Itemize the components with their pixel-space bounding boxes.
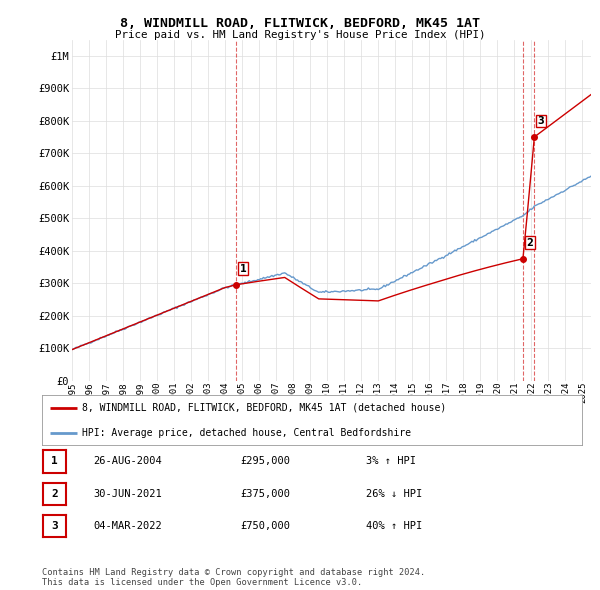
Text: 3% ↑ HPI: 3% ↑ HPI xyxy=(366,457,416,466)
Text: £375,000: £375,000 xyxy=(240,489,290,499)
Text: Price paid vs. HM Land Registry's House Price Index (HPI): Price paid vs. HM Land Registry's House … xyxy=(115,30,485,40)
Text: 2: 2 xyxy=(51,489,58,499)
Text: 04-MAR-2022: 04-MAR-2022 xyxy=(93,522,162,531)
Text: £750,000: £750,000 xyxy=(240,522,290,531)
Text: Contains HM Land Registry data © Crown copyright and database right 2024.
This d: Contains HM Land Registry data © Crown c… xyxy=(42,568,425,587)
Text: 26% ↓ HPI: 26% ↓ HPI xyxy=(366,489,422,499)
Text: 3: 3 xyxy=(538,116,544,126)
Text: 8, WINDMILL ROAD, FLITWICK, BEDFORD, MK45 1AT: 8, WINDMILL ROAD, FLITWICK, BEDFORD, MK4… xyxy=(120,17,480,30)
Text: 1: 1 xyxy=(239,264,247,274)
Text: HPI: Average price, detached house, Central Bedfordshire: HPI: Average price, detached house, Cent… xyxy=(83,428,412,438)
Text: 2: 2 xyxy=(526,238,533,248)
Text: 8, WINDMILL ROAD, FLITWICK, BEDFORD, MK45 1AT (detached house): 8, WINDMILL ROAD, FLITWICK, BEDFORD, MK4… xyxy=(83,403,447,413)
Text: 26-AUG-2004: 26-AUG-2004 xyxy=(93,457,162,466)
Text: 1: 1 xyxy=(51,457,58,466)
Text: 40% ↑ HPI: 40% ↑ HPI xyxy=(366,522,422,531)
Text: 3: 3 xyxy=(51,522,58,531)
Text: 30-JUN-2021: 30-JUN-2021 xyxy=(93,489,162,499)
Text: £295,000: £295,000 xyxy=(240,457,290,466)
